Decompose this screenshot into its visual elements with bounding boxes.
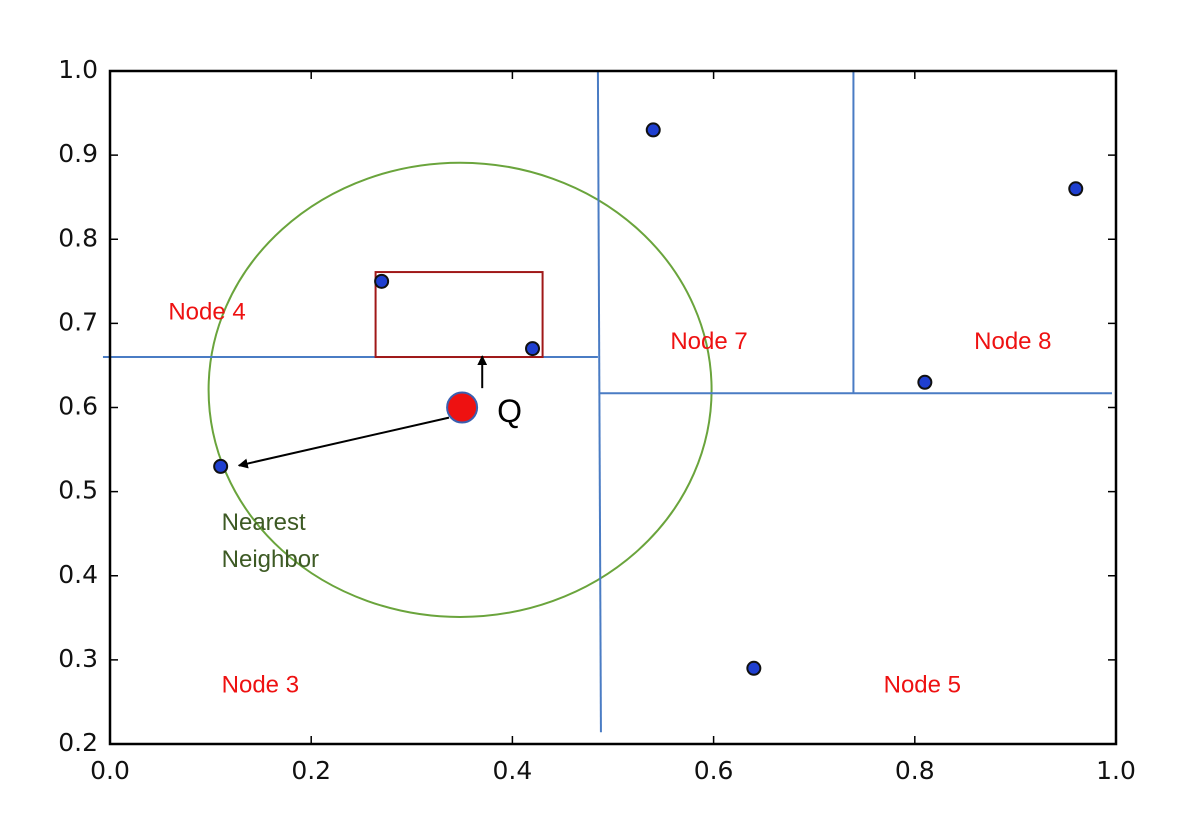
- annotation: Node 4: [168, 299, 245, 326]
- x-tick-label: 0.8: [895, 756, 935, 785]
- data-point: [374, 273, 390, 289]
- annotation: Nearest: [222, 509, 306, 536]
- plot-frame: [108, 69, 1118, 746]
- arrow: [237, 416, 450, 469]
- x-tick-label: 0.6: [694, 756, 734, 785]
- y-tick-label: 0.9: [58, 139, 98, 168]
- query-label: Q: [497, 393, 522, 429]
- x-tick-label: 0.4: [493, 756, 533, 785]
- y-tick-label: 0.7: [58, 307, 98, 336]
- data-point: [645, 122, 661, 138]
- query-point: [446, 391, 479, 424]
- annotation: Node 3: [222, 671, 299, 698]
- bounding-box: [374, 271, 544, 359]
- data-point: [525, 341, 541, 357]
- y-tick-label: 0.6: [58, 392, 98, 421]
- annotation: Node 7: [670, 328, 747, 355]
- annotation: Node 5: [884, 671, 961, 698]
- data-point: [1068, 181, 1084, 197]
- y-tick-label: 0.4: [58, 560, 98, 589]
- y-tick-label: 0.2: [58, 728, 98, 757]
- x-tick-label: 0.0: [90, 756, 130, 785]
- y-tick-label: 1.0: [58, 55, 98, 84]
- search-circle: [207, 161, 713, 618]
- annotation: Neighbor: [222, 546, 319, 573]
- x-tick-label: 0.2: [291, 756, 331, 785]
- y-tick-label: 0.5: [58, 476, 98, 505]
- split-line: [596, 70, 602, 733]
- y-tick-label: 0.3: [58, 644, 98, 673]
- annotation: Node 8: [974, 328, 1051, 355]
- y-tick-label: 0.8: [58, 223, 98, 252]
- data-point: [917, 374, 933, 390]
- data-point: [746, 660, 762, 676]
- x-tick-label: 1.0: [1096, 756, 1136, 785]
- data-point: [213, 458, 229, 474]
